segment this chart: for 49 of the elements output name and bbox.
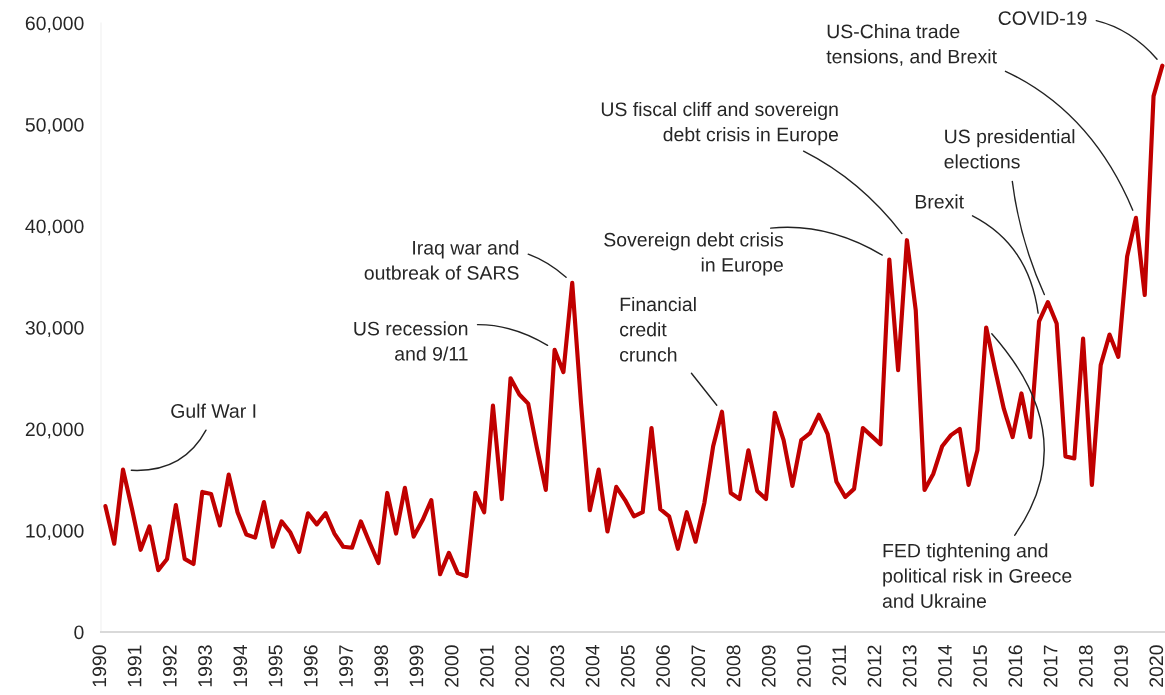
y-tick-label: 60,000 xyxy=(25,16,84,33)
x-tick-label: 2015 xyxy=(973,645,988,687)
x-tick-label: 1995 xyxy=(268,645,283,687)
annotation: Gulf War I xyxy=(171,403,256,418)
x-tick-label: 2004 xyxy=(585,645,600,687)
annotation: US recession and 9/11 xyxy=(354,321,468,361)
x-tick-label: 1999 xyxy=(409,645,424,687)
x-tick-label: 2000 xyxy=(444,645,459,687)
y-tick-label: 0 xyxy=(74,625,84,640)
annotation: Financial credit crunch xyxy=(620,296,696,362)
x-tick-label: 2002 xyxy=(515,645,529,687)
x-tick-label: 2009 xyxy=(761,645,776,687)
x-tick-label: 2005 xyxy=(620,645,635,687)
x-tick-label: 1992 xyxy=(162,645,177,687)
x-tick-label: 2003 xyxy=(550,645,565,687)
annotation: FED tightening and political risk in Greece and Ukraine xyxy=(882,543,1072,608)
x-tick-label: 2011 xyxy=(832,645,847,686)
x-tick-label: 1997 xyxy=(339,645,353,687)
annotation: Brexit xyxy=(915,194,964,209)
x-tick-label: 1994 xyxy=(233,645,248,687)
x-tick-label: 2016 xyxy=(1008,645,1023,687)
y-tick-label: 50,000 xyxy=(25,117,84,135)
x-tick-label: 2017 xyxy=(1043,645,1058,687)
x-tick-label: 1990 xyxy=(92,645,107,687)
x-tick-label: 2008 xyxy=(726,645,741,687)
x-tick-label: 1998 xyxy=(374,645,389,687)
x-tick-label: 2010 xyxy=(797,645,811,687)
x-tick-label: 2007 xyxy=(691,645,706,687)
y-tick-label: 20,000 xyxy=(25,422,84,439)
x-tick-label: 1991 xyxy=(127,645,142,687)
annotation: Sovereign debt crisis in Europe xyxy=(604,232,784,276)
x-tick-label: 2014 xyxy=(938,645,952,687)
annotation: Iraq war and outbreak of SARS xyxy=(364,240,519,280)
y-tick-label: 40,000 xyxy=(25,219,84,236)
annotation: US fiscal cliff and sovereign debt crisis in Europe xyxy=(601,101,839,146)
y-tick-label: 10,000 xyxy=(26,523,84,541)
x-tick-label: 2019 xyxy=(1114,645,1128,687)
annotation: US presidential elections xyxy=(944,129,1075,169)
y-tick-label: 30,000 xyxy=(25,320,84,338)
x-tick-label: 2013 xyxy=(902,645,917,687)
x-tick-label: 2012 xyxy=(867,645,882,687)
x-tick-label: 2020 xyxy=(1149,645,1164,687)
annotation: COVID-19 xyxy=(998,11,1087,26)
x-tick-label: 2006 xyxy=(656,645,670,687)
x-tick-label: 2018 xyxy=(1078,645,1093,687)
x-tick-label: 1993 xyxy=(198,645,212,687)
annotation: US-China trade tensions, and Brexit xyxy=(826,24,997,66)
x-tick-label: 1996 xyxy=(303,645,318,687)
x-tick-label: 2001 xyxy=(480,645,494,687)
